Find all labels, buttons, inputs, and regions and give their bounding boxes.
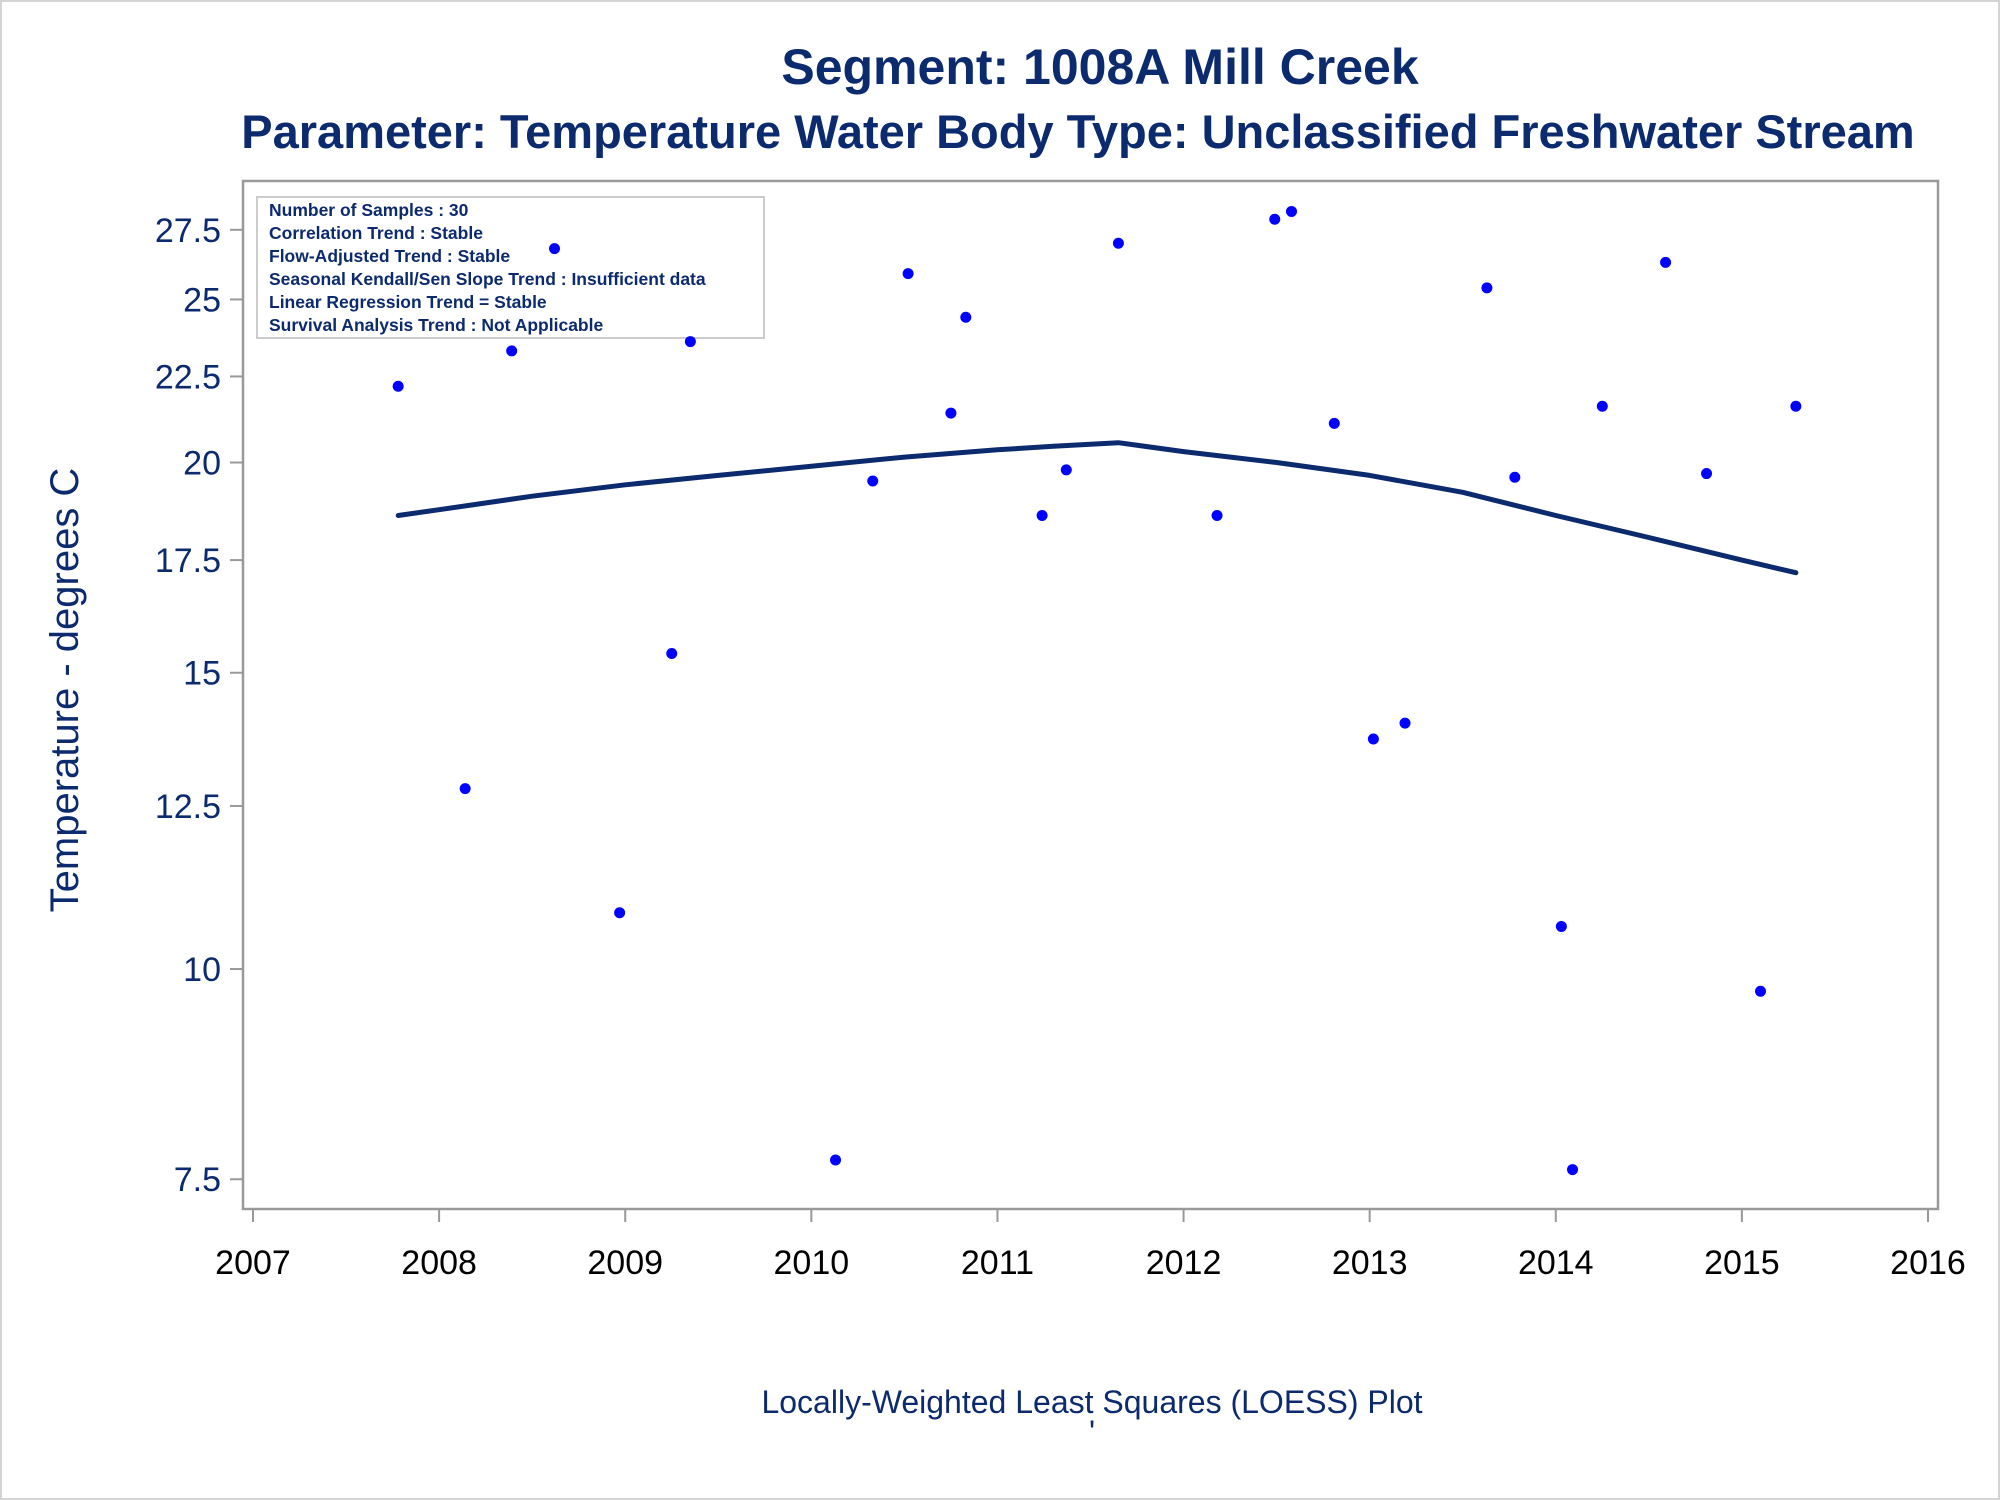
inset-seasonal-kendall-trend: Seasonal Kendall/Sen Slope Trend : Insuf…	[269, 269, 706, 289]
data-point	[666, 648, 678, 660]
x-tick-label: 2008	[401, 1244, 477, 1282]
y-axis: 7.5 10 12.5 15 17.5 20 22.5 25 27.5	[155, 212, 243, 1199]
data-point	[1399, 717, 1411, 729]
inset-samples: Number of Samples : 30	[269, 200, 469, 220]
y-tick-label: 10	[183, 951, 221, 989]
loess-curve	[395, 440, 1799, 576]
y-tick-label: 22.5	[155, 358, 221, 396]
data-point	[1660, 256, 1672, 268]
data-point	[1790, 400, 1802, 412]
y-tick-label: 7.5	[174, 1161, 221, 1199]
data-point	[614, 907, 626, 919]
x-tick-label: 2010	[774, 1244, 850, 1282]
x-tick-label: 2009	[587, 1244, 663, 1282]
footer-mark: '	[1089, 1414, 1095, 1450]
data-point	[1269, 213, 1281, 225]
x-tick-label: 2014	[1518, 1244, 1594, 1282]
y-tick-label: 12.5	[155, 788, 221, 826]
data-point	[1112, 237, 1124, 249]
inset-flow-adjusted-trend: Flow-Adjusted Trend : Stable	[269, 246, 510, 266]
data-point	[1367, 733, 1379, 745]
data-point	[392, 380, 404, 392]
x-tick-label: 2011	[961, 1244, 1034, 1282]
plot-area	[241, 179, 1940, 1211]
data-point	[1328, 417, 1340, 429]
y-tick-label: 27.5	[155, 212, 221, 250]
inset-linear-regression-trend: Linear Regression Trend = Stable	[269, 292, 547, 312]
data-point	[684, 336, 696, 348]
x-axis: 2007 2008 2009 2010 2011 2012 2013 2014 2015 2016	[215, 1209, 1966, 1282]
data-point	[902, 268, 914, 280]
y-axis-label: Temperature - degrees C	[43, 468, 87, 913]
chart-subtitle: Parameter: Temperature Water Body Type: …	[241, 105, 1914, 158]
x-tick-label: 2016	[1890, 1244, 1966, 1282]
y-tick-label: 20	[183, 445, 221, 483]
data-point	[1481, 282, 1493, 294]
x-tick-label: 2015	[1704, 1244, 1780, 1282]
data-point	[1036, 510, 1048, 522]
data-point	[1567, 1164, 1579, 1176]
x-tick-label: 2012	[1146, 1244, 1222, 1282]
plot-footer: Locally-Weighted Least Squares (LOESS) P…	[761, 1384, 1422, 1420]
data-point	[459, 783, 471, 795]
data-point	[1509, 471, 1521, 483]
data-point	[1211, 510, 1223, 522]
x-tick-label: 2007	[215, 1244, 291, 1282]
data-point	[1596, 400, 1608, 412]
y-tick-label: 15	[183, 655, 221, 693]
inset-correlation-trend: Correlation Trend : Stable	[269, 223, 483, 243]
stats-inset-box	[256, 196, 765, 339]
data-point	[867, 475, 879, 487]
data-point	[506, 345, 518, 357]
data-point	[960, 311, 972, 323]
data-point	[1060, 464, 1072, 476]
sample-points	[392, 205, 1802, 1176]
inset-survival-analysis-trend: Survival Analysis Trend : Not Applicable	[269, 315, 603, 335]
data-point	[1701, 468, 1713, 480]
data-point	[1286, 205, 1297, 217]
data-point	[830, 1154, 842, 1166]
chart-title: Segment: 1008A Mill Creek	[781, 39, 1418, 95]
data-point	[945, 407, 957, 419]
data-point	[1555, 920, 1567, 932]
y-tick-label: 25	[183, 281, 221, 319]
data-point	[1755, 985, 1766, 997]
x-tick-label: 2013	[1332, 1244, 1408, 1282]
stats-inset: Number of Samples : 30 Correlation Trend…	[256, 196, 765, 339]
data-point	[549, 243, 560, 255]
y-tick-label: 17.5	[155, 542, 221, 580]
